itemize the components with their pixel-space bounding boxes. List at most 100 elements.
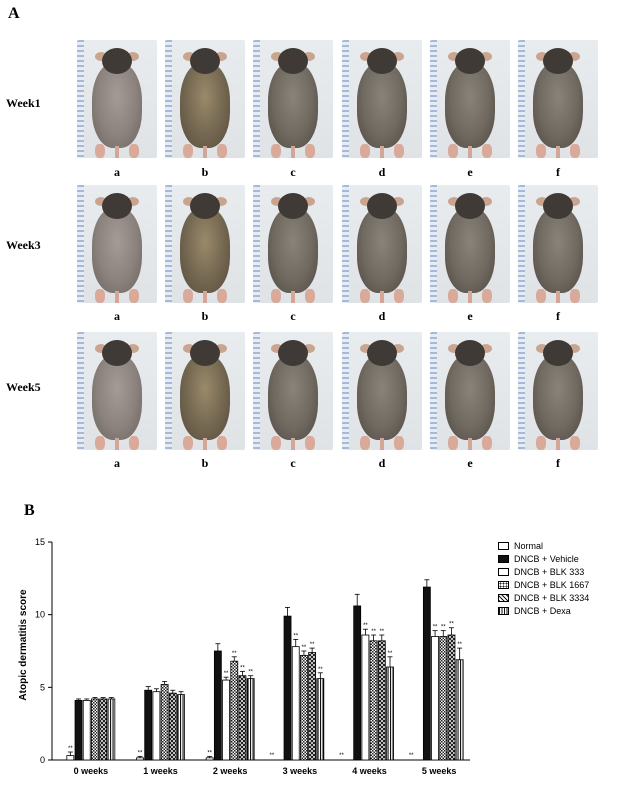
mouse-tail: [556, 146, 560, 158]
mouse-leg: [129, 289, 139, 303]
mouse-ear: [392, 52, 404, 61]
legend-label: Normal: [514, 540, 544, 551]
bar: [177, 694, 185, 761]
mouse-tail: [115, 146, 119, 158]
mouse-body: [445, 207, 495, 293]
mouse-leg: [129, 144, 139, 158]
photo-group-label: f: [556, 165, 560, 179]
mouse-leg: [482, 436, 492, 450]
bar: [308, 652, 317, 761]
mouse-tail: [468, 438, 472, 450]
bar: [447, 634, 456, 761]
mouse-leg: [183, 144, 193, 158]
significance-label: **: [449, 622, 454, 628]
mouse-photo: [77, 185, 157, 303]
mouse-leg: [183, 436, 193, 450]
mouse-body: [533, 354, 583, 440]
significance-label: **: [207, 750, 212, 756]
bar: [283, 615, 292, 761]
significance-label: **: [318, 667, 323, 673]
mouse-ear: [183, 344, 195, 353]
bar: [136, 757, 144, 761]
legend-swatch: [498, 567, 509, 576]
mouse-ear: [536, 197, 548, 206]
mouse-tail: [380, 438, 384, 450]
mouse-ear: [480, 52, 492, 61]
mouse-photo: [430, 185, 510, 303]
photo-group-label: c: [290, 309, 296, 323]
legend-swatch: [498, 541, 509, 550]
mouse-photo: [77, 40, 157, 158]
mouse-leg: [305, 289, 315, 303]
significance-label: **: [441, 625, 446, 631]
mouse-leg: [570, 436, 580, 450]
legend-swatch: [498, 580, 509, 589]
mouse-head: [455, 48, 485, 74]
mouse-photo: [342, 185, 422, 303]
ruler-icon: [253, 332, 260, 450]
mouse-photo: [165, 332, 245, 450]
mouse-head: [367, 193, 397, 219]
mouse-body: [180, 62, 230, 148]
chart-bars: **** **************** ********** ******** **…: [66, 579, 464, 761]
legend-item: DNCB + BLK 3334: [498, 591, 589, 604]
mouse-tail: [291, 291, 295, 303]
ruler-icon: [165, 185, 172, 303]
mouse-leg: [536, 289, 546, 303]
mouse-tail: [203, 146, 207, 158]
x-tick-label: 5 weeks: [422, 766, 457, 776]
mouse-photo: [253, 185, 333, 303]
mouse-leg: [271, 144, 281, 158]
legend-swatch: [498, 606, 509, 615]
mouse-body: [92, 62, 142, 148]
mouse-ear: [127, 344, 139, 353]
legend-label: DNCB + Dexa: [514, 605, 571, 616]
photo-group-label: b: [201, 165, 209, 179]
bar: [422, 586, 431, 761]
mouse-photo: [253, 332, 333, 450]
photo-group-label: f: [556, 309, 560, 323]
mouse-photo: [430, 332, 510, 450]
mouse-leg: [217, 144, 227, 158]
significance-label: **: [310, 642, 315, 648]
mouse-head: [455, 340, 485, 366]
mouse-body: [180, 207, 230, 293]
mouse-leg: [536, 436, 546, 450]
bar: [369, 640, 378, 761]
mouse-tail: [291, 146, 295, 158]
mouse-head: [102, 193, 132, 219]
row-label-week3: Week3: [6, 238, 41, 252]
mouse-ear: [303, 197, 315, 206]
bar: [230, 660, 239, 761]
mouse-body: [445, 62, 495, 148]
mouse-ear: [215, 344, 227, 353]
ruler-icon: [430, 40, 437, 158]
mouse-head: [102, 340, 132, 366]
mouse-ear: [536, 344, 548, 353]
ruler-icon: [253, 40, 260, 158]
significance-label: **: [409, 753, 414, 759]
mouse-ear: [127, 52, 139, 61]
mouse-leg: [305, 436, 315, 450]
mouse-leg: [482, 289, 492, 303]
legend-label: DNCB + Vehicle: [514, 553, 579, 564]
ruler-icon: [518, 185, 525, 303]
bar: [291, 646, 300, 761]
mouse-photo: [518, 185, 598, 303]
mouse-leg: [570, 289, 580, 303]
photo-group-label: e: [467, 309, 473, 323]
bar: [316, 678, 325, 761]
mouse-tail: [380, 146, 384, 158]
mouse-ear: [271, 197, 283, 206]
ruler-icon: [165, 40, 172, 158]
mouse-ear: [568, 52, 580, 61]
significance-label: **: [302, 645, 307, 651]
mouse-ear: [568, 197, 580, 206]
mouse-tail: [115, 291, 119, 303]
legend-item: DNCB + BLK 333: [498, 565, 589, 578]
y-tick-label: 0: [40, 755, 45, 765]
y-tick-label: 15: [35, 537, 45, 547]
mouse-body: [92, 354, 142, 440]
mouse-leg: [305, 144, 315, 158]
mouse-head: [543, 193, 573, 219]
